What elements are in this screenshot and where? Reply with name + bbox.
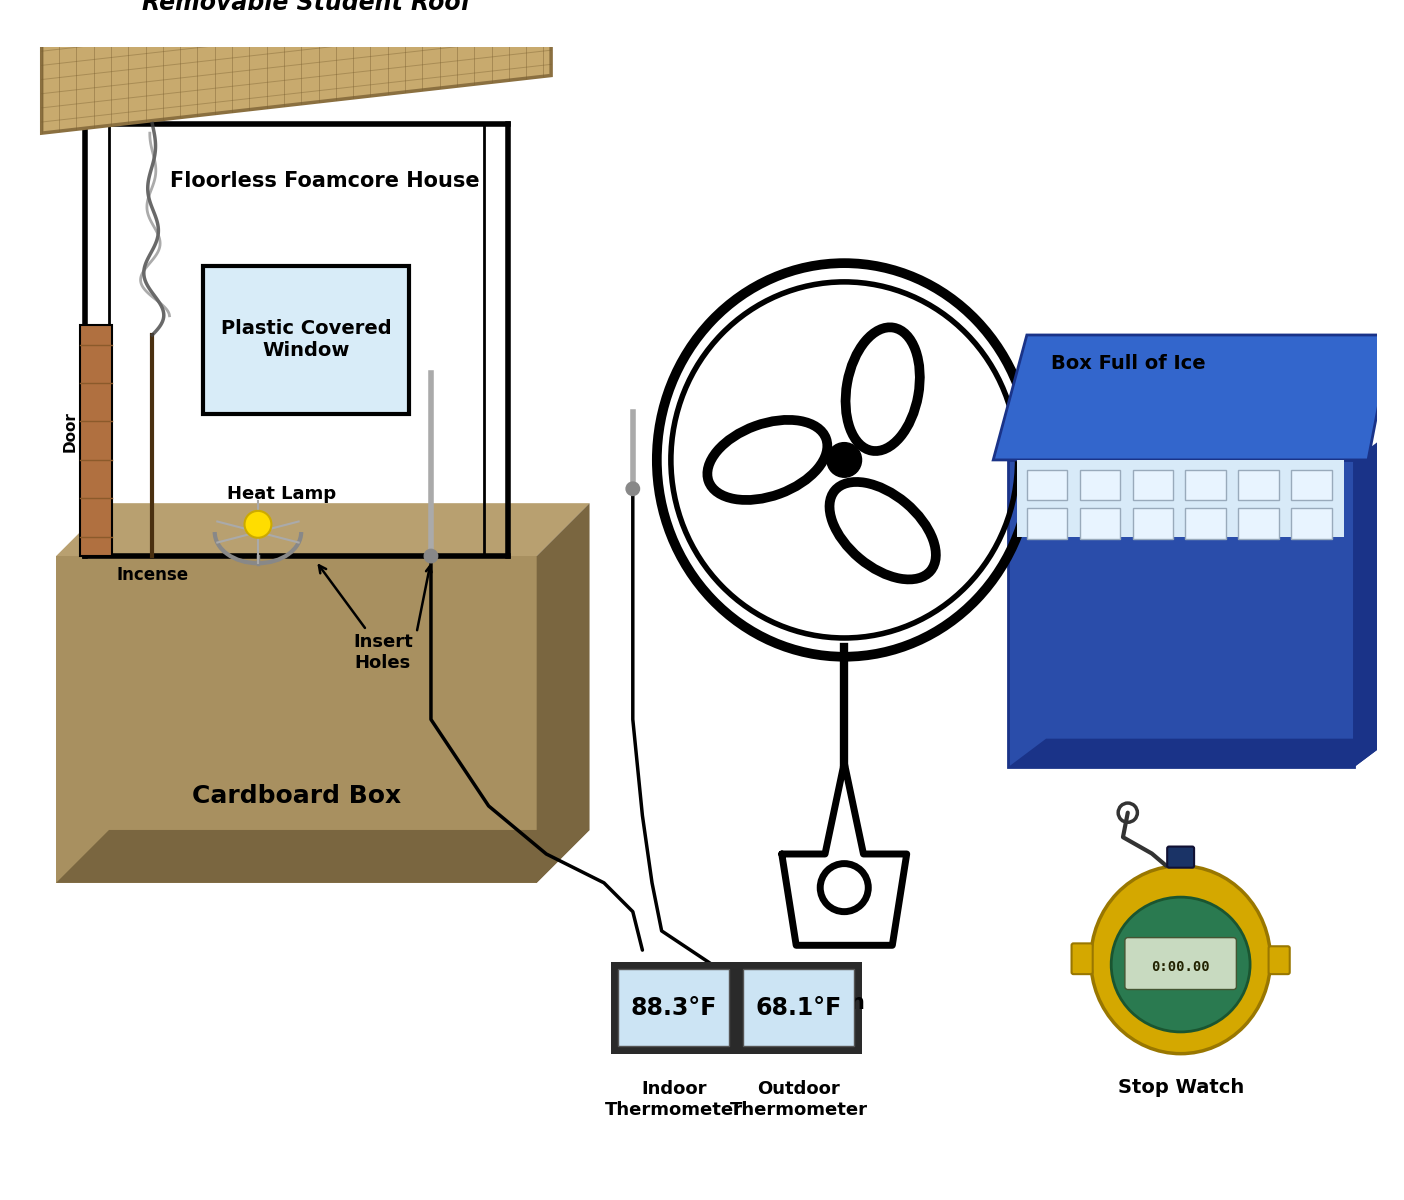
Polygon shape: [42, 0, 552, 133]
Polygon shape: [536, 503, 590, 883]
FancyBboxPatch shape: [611, 961, 737, 1054]
FancyBboxPatch shape: [1026, 469, 1067, 500]
Text: 68.1°F: 68.1°F: [755, 996, 842, 1020]
Text: Box Full of Ice: Box Full of Ice: [1052, 354, 1206, 373]
FancyBboxPatch shape: [1133, 469, 1172, 500]
Text: Plastic Covered
Window: Plastic Covered Window: [220, 319, 392, 360]
FancyBboxPatch shape: [618, 970, 729, 1046]
Polygon shape: [993, 335, 1393, 460]
Polygon shape: [56, 503, 590, 556]
Polygon shape: [1353, 431, 1393, 768]
Text: Door: Door: [63, 410, 79, 451]
FancyBboxPatch shape: [1080, 469, 1120, 500]
FancyBboxPatch shape: [1125, 937, 1237, 990]
FancyBboxPatch shape: [1238, 508, 1279, 539]
Text: 0:00.00: 0:00.00: [1151, 960, 1210, 974]
FancyBboxPatch shape: [1185, 508, 1226, 539]
Polygon shape: [1018, 460, 1344, 536]
FancyBboxPatch shape: [736, 961, 862, 1054]
Text: Indoor
Thermometer: Indoor Thermometer: [605, 1080, 743, 1118]
FancyBboxPatch shape: [1080, 508, 1120, 539]
Text: Heat Lamp: Heat Lamp: [227, 485, 337, 503]
FancyBboxPatch shape: [1026, 508, 1067, 539]
FancyBboxPatch shape: [743, 970, 854, 1046]
Circle shape: [827, 443, 862, 478]
Text: Removable Student Roof: Removable Student Roof: [142, 0, 470, 16]
FancyBboxPatch shape: [1185, 469, 1226, 500]
Circle shape: [244, 511, 271, 538]
Text: Insert
Holes: Insert Holes: [319, 565, 413, 672]
Text: Cardboard Box: Cardboard Box: [192, 785, 402, 809]
Text: Incense: Incense: [117, 566, 188, 584]
FancyBboxPatch shape: [1238, 469, 1279, 500]
FancyBboxPatch shape: [1071, 943, 1092, 974]
Ellipse shape: [1091, 865, 1271, 1054]
FancyBboxPatch shape: [1133, 508, 1172, 539]
Text: Fan: Fan: [823, 992, 865, 1013]
FancyBboxPatch shape: [1008, 460, 1353, 768]
FancyBboxPatch shape: [1167, 846, 1193, 868]
Polygon shape: [80, 325, 112, 556]
FancyBboxPatch shape: [1292, 469, 1331, 500]
Text: 88.3°F: 88.3°F: [630, 996, 717, 1020]
Circle shape: [424, 550, 438, 563]
FancyBboxPatch shape: [1292, 508, 1331, 539]
FancyBboxPatch shape: [1269, 947, 1290, 974]
Polygon shape: [782, 763, 907, 946]
Polygon shape: [56, 830, 590, 883]
Text: Floorless Foamcore House: Floorless Foamcore House: [170, 172, 480, 191]
FancyBboxPatch shape: [204, 265, 409, 414]
Circle shape: [626, 482, 640, 496]
Text: Outdoor
Thermometer: Outdoor Thermometer: [730, 1080, 868, 1118]
Text: Stop Watch: Stop Watch: [1118, 1078, 1244, 1097]
Polygon shape: [56, 556, 536, 883]
Polygon shape: [1008, 739, 1393, 768]
Ellipse shape: [1111, 898, 1250, 1032]
